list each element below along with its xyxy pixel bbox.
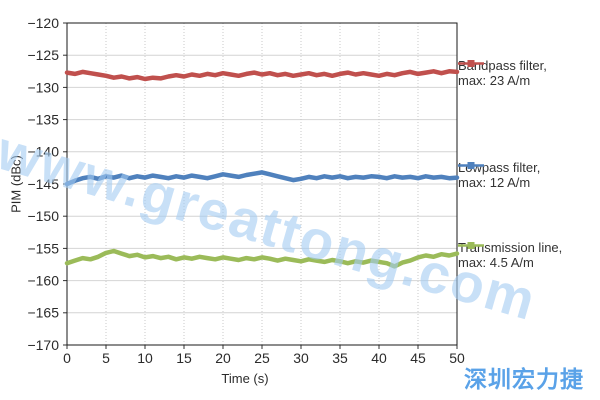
legend-item-lowpass: Lowpass filter, max: 12 A/m [458,160,540,190]
line-marker-icon [458,162,484,169]
svg-text:−155: −155 [27,240,59,256]
svg-text:−135: −135 [27,112,59,128]
svg-text:0: 0 [63,350,71,366]
svg-text:40: 40 [371,350,387,366]
svg-text:45: 45 [410,350,426,366]
svg-text:−170: −170 [27,337,59,353]
svg-text:10: 10 [137,350,153,366]
legend-label: max: 23 A/m [458,73,531,88]
svg-text:−125: −125 [27,47,59,63]
svg-text:−150: −150 [27,208,59,224]
svg-text:20: 20 [215,350,231,366]
svg-text:−165: −165 [27,305,59,321]
svg-text:−140: −140 [27,144,59,160]
brand-text: 深圳宏力捷 [464,366,584,392]
svg-text:25: 25 [254,350,270,366]
svg-text:−160: −160 [27,273,59,289]
legend-item-bandpass: Bandpass filter, max: 23 A/m [458,58,547,88]
y-axis-label: PIM (dBc) [8,155,24,213]
legend-label: max: 12 A/m [458,175,531,190]
svg-text:50: 50 [449,350,465,366]
legend-label: max: 4.5 A/m [458,255,534,270]
svg-text:5: 5 [102,350,110,366]
svg-text:15: 15 [176,350,192,366]
line-marker-icon [458,242,484,249]
svg-text:−145: −145 [27,176,59,192]
x-axis-label: Time (s) [221,371,269,386]
svg-text:−120: −120 [27,15,59,31]
svg-text:30: 30 [293,350,309,366]
legend-item-transmission: Transmission line, max: 4.5 A/m [458,240,562,270]
line-marker-icon [458,60,484,67]
svg-text:35: 35 [332,350,348,366]
legend-label: Transmission line, [458,240,563,255]
legend-label: Lowpass filter, [458,160,541,175]
legend: Bandpass filter, max: 23 A/m Lowpass fil… [458,0,600,400]
svg-text:−130: −130 [27,79,59,95]
legend-label: Bandpass filter, [458,58,547,73]
